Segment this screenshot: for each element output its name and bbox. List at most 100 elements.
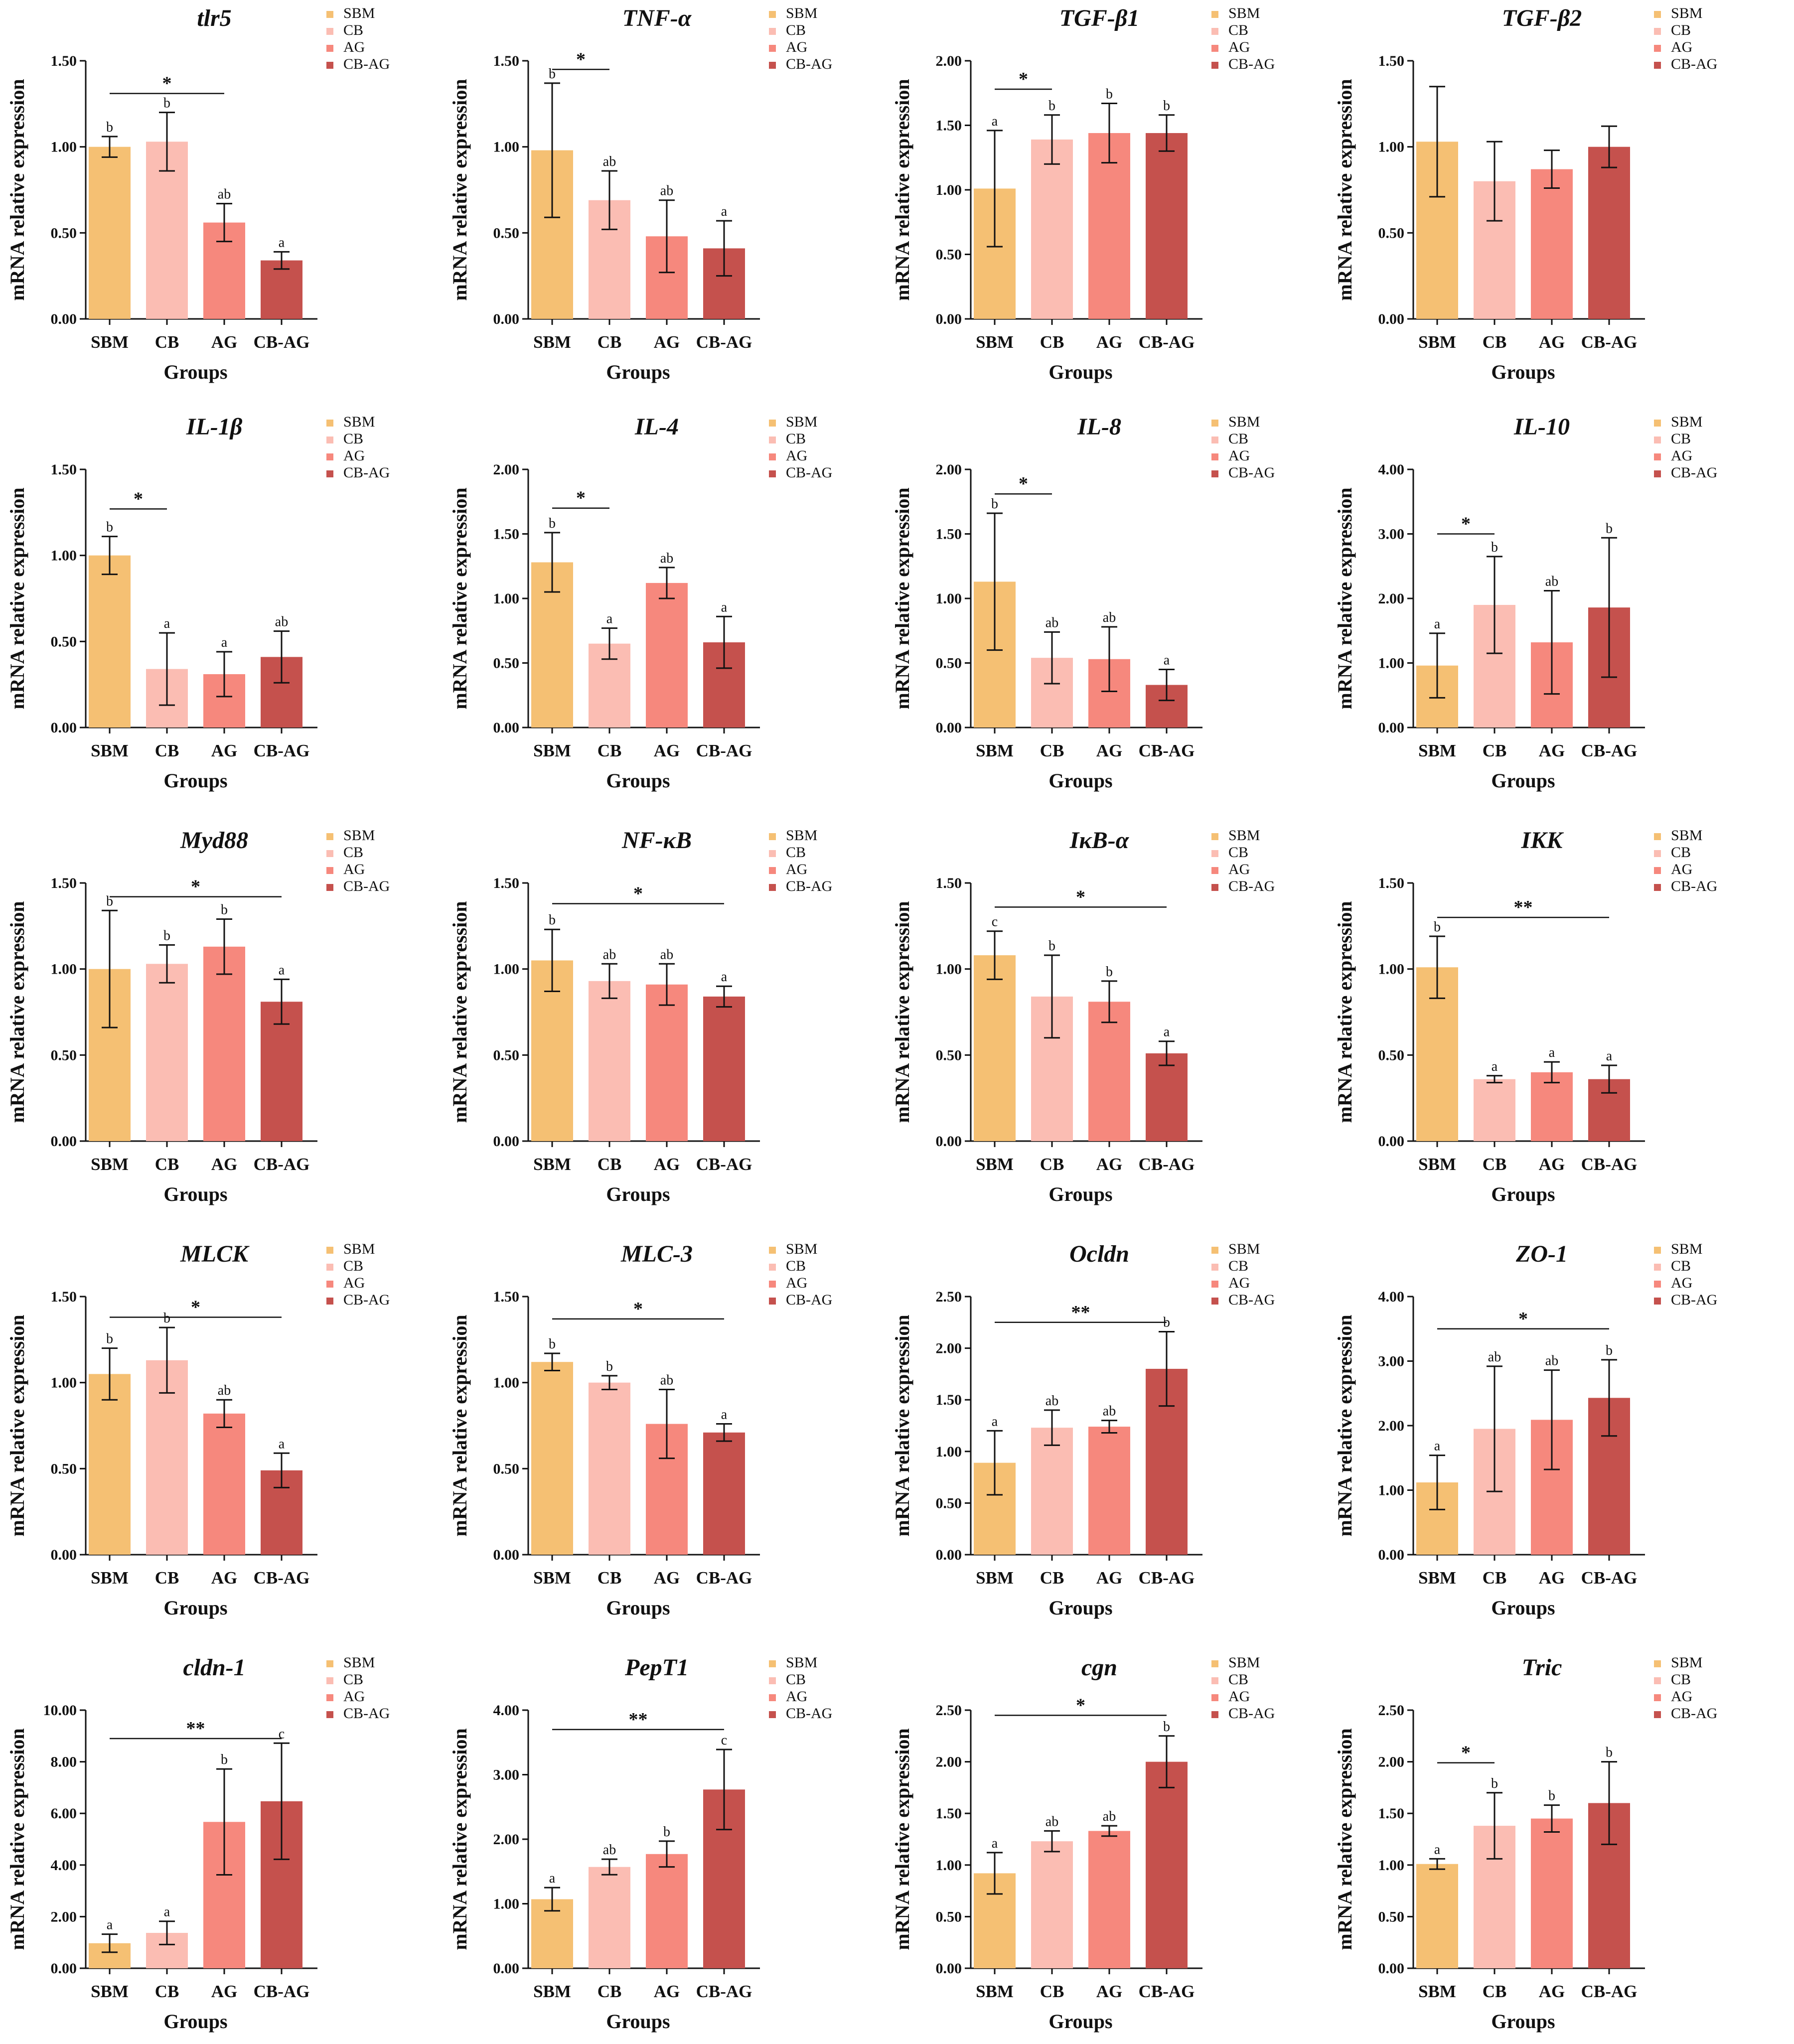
category-label: CB [155,741,179,760]
y-tick-label: 0.00 [936,1960,962,1977]
category-label: CB-AG [1139,332,1195,352]
significance-letter: b [163,1311,170,1326]
legend-swatch-cb [1211,850,1218,857]
significance-letter: a [107,1917,113,1933]
significance-letter: b [1434,919,1441,935]
legend-label: AG [343,1688,365,1705]
bar-ag [1088,1002,1130,1141]
bar-ag [1531,1072,1573,1141]
chart-title: MLC-3 [620,1241,693,1267]
legend-label: CB [1228,844,1248,861]
category-label: SBM [1418,1982,1456,2001]
legend-swatch-ag [1654,1694,1661,1701]
y-axis-title: mRNA relative expression [1334,1728,1356,1950]
significance-letter: b [221,1752,228,1767]
significance-letter: b [549,1336,556,1352]
legend-swatch-cb-ag [1211,884,1218,891]
legend-swatch-sbm [769,1660,776,1667]
legend-label: SBM [1228,1654,1260,1671]
y-axis-title: mRNA relative expression [448,79,471,300]
legend-label: CB-AG [1228,1705,1275,1722]
legend-swatch-sbm [1654,1660,1661,1667]
category-label: AG [211,1982,238,2001]
category-label: CB [598,332,622,352]
x-axis-title: Groups [163,361,227,383]
category-label: SBM [533,741,571,760]
significance-letter: a [164,616,170,631]
category-label: CB [155,332,179,352]
y-tick-label: 4.00 [51,1857,77,1874]
y-tick-label: 1.50 [936,526,962,543]
bar-ag [646,984,688,1141]
bar-ag [646,1854,688,1968]
category-label: CB [1483,1568,1507,1588]
legend-swatch-cb-ag [326,1298,333,1305]
legend-swatch-cb [326,1264,333,1271]
significance-letter: a [992,114,998,129]
legend-label: SBM [343,1241,375,1257]
legend-label: SBM [1671,414,1702,430]
significance-letter: ab [603,1842,616,1858]
chart-title: Tric [1522,1654,1562,1681]
category-label: CB-AG [696,1155,752,1174]
legend-label: SBM [1228,1241,1260,1257]
legend-label: CB [786,431,806,447]
category-label: AG [211,1155,238,1174]
y-tick-label: 4.00 [493,1702,520,1719]
legend-swatch-sbm [1211,11,1218,18]
y-tick-label: 2.00 [1378,1754,1405,1770]
legend-swatch-cb [769,1677,776,1684]
significance-star: * [576,49,586,70]
bar-sbm [89,1374,131,1555]
category-label: AG [211,741,238,760]
legend-label: CB-AG [1228,56,1275,72]
chart-panel-12: IKK mRNA relative expression Groups 0.00 0.5… [1334,827,1717,1205]
significance-letter: ab [660,551,673,566]
bar-ag [203,946,245,1141]
legend-label: AG [1671,1275,1692,1291]
x-axis-title: Groups [1491,1597,1555,1619]
y-tick-label: 2.00 [1378,590,1405,607]
y-tick-label: 0.50 [493,225,520,241]
y-tick-label: 0.50 [936,1908,962,1925]
category-label: SBM [976,1982,1014,2001]
significance-letter: ab [218,1383,231,1398]
bar-sbm [974,955,1016,1141]
significance-letter: b [549,912,556,928]
category-label: CB-AG [254,1982,310,2001]
x-axis-title: Groups [1048,1183,1112,1205]
legend-swatch-cb [1654,1677,1661,1684]
significance-letter: b [606,1359,613,1374]
bar-ag [1531,1818,1573,1968]
significance-letter: ab [1103,610,1116,625]
y-tick-label: 0.00 [51,311,77,327]
legend-swatch-cb [1654,437,1661,443]
significance-letter: b [1106,86,1113,102]
legend-swatch-cb [769,850,776,857]
x-axis-title: Groups [1048,2010,1112,2033]
x-axis-title: Groups [1491,1183,1555,1205]
y-tick-label: 1.50 [1378,1805,1405,1822]
significance-letter: ab [1545,574,1558,589]
y-axis-title: mRNA relative expression [891,1728,913,1950]
legend-swatch-cb-ag [1211,62,1218,69]
chart-title: Myd88 [180,827,248,854]
legend-label: SBM [786,5,817,21]
significance-star: * [576,488,586,509]
legend-swatch-cb-ag [769,62,776,69]
category-label: SBM [91,1568,129,1588]
category-label: CB [1040,741,1064,760]
legend-label: CB [343,1671,363,1688]
x-axis-title: Groups [606,361,670,383]
legend-label: SBM [786,827,817,844]
legend-label: CB-AG [786,1705,832,1722]
legend-label: AG [786,1275,807,1291]
category-label: CB-AG [696,741,752,760]
category-label: AG [654,1982,680,2001]
chart-panel-10: NF-κB mRNA relative expression Groups 0.00 0… [448,827,832,1205]
legend-label: CB-AG [1228,464,1275,481]
legend-label: CB [343,431,363,447]
significance-star: * [191,876,200,897]
chart-panel-4: TGF-β2 mRNA relative expression Groups 0.00… [1334,5,1717,383]
category-label: CB [1483,741,1507,760]
